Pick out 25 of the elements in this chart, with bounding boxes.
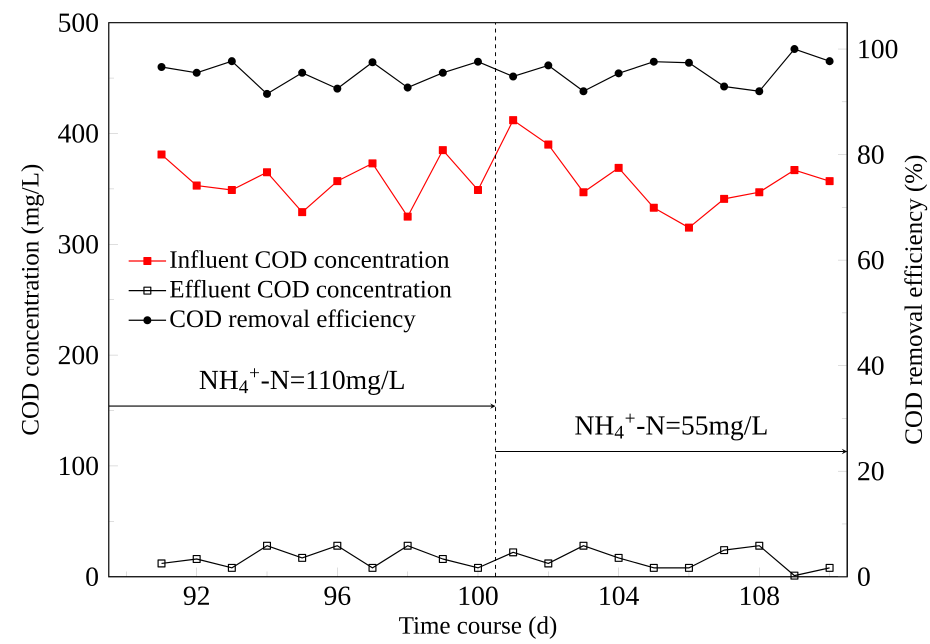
legend-label: COD removal efficiency (170, 309, 416, 332)
legend-label: Influent COD concentration (170, 250, 450, 268)
annotation: NH$_{4}$$^{+}$-N=110mg/L (200, 368, 404, 396)
y2-tick-label: 60 (858, 250, 884, 270)
y-tick-label: 200 (58, 346, 98, 365)
y-tick-label: 0 (86, 568, 98, 586)
legend-label: Effluent COD concentration (170, 280, 452, 298)
y-tick-label: 300 (58, 235, 98, 254)
y2-tick-label: 100 (859, 40, 898, 58)
x-tick-label: 92 (184, 586, 209, 606)
x-axis-title: Time course (d) (399, 616, 556, 640)
y2-axis-title: COD removal efficiency (%) (904, 156, 928, 444)
y2-tick-label: 20 (858, 462, 884, 481)
y-tick-label: 500 (59, 13, 98, 32)
y2-tick-label: 0 (858, 568, 870, 586)
x-tick-label: 96 (324, 586, 350, 606)
y-tick-label: 400 (58, 124, 98, 143)
annotation: NH$_{4}$$^{+}$-N=55mg/L (575, 414, 767, 441)
x-tick-label: 100 (460, 586, 498, 606)
y2-tick-label: 80 (858, 145, 884, 164)
y2-tick-label: 40 (858, 356, 884, 376)
y-tick-label: 100 (60, 456, 98, 476)
x-tick-label: 104 (600, 586, 639, 606)
y-axis-title: COD concentration (mg/L) (21, 164, 44, 435)
x-tick-label: 108 (741, 586, 779, 606)
